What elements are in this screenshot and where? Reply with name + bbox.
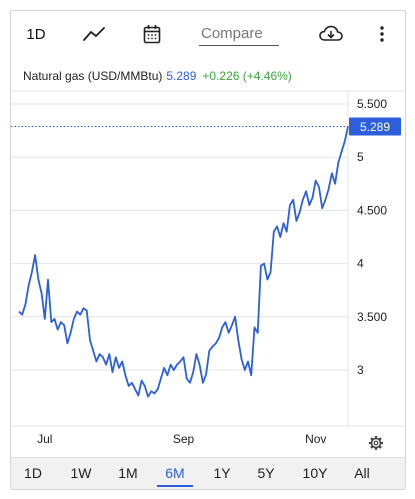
date-range-button[interactable] <box>141 23 163 45</box>
range-tab-5y[interactable]: 5Y <box>257 465 275 481</box>
range-tab-1y[interactable]: 1Y <box>213 465 231 481</box>
current-price-tag <box>349 117 401 136</box>
price-series-line[interactable] <box>18 126 349 398</box>
range-tab-10y[interactable]: 10Y <box>302 465 328 481</box>
more-vertical-icon <box>380 26 384 42</box>
calendar-icon <box>143 25 161 44</box>
y-tick-label: 4.500 <box>357 203 387 217</box>
range-tab-1m[interactable]: 1M <box>118 465 138 481</box>
interval-button[interactable]: 1D <box>26 25 46 43</box>
download-cloud-icon <box>319 25 343 41</box>
gear-icon[interactable] <box>369 436 383 450</box>
chart-legend: Natural gas (USD/MMBtu) 5.289 +0.226 (+4.4… <box>23 69 292 83</box>
download-button[interactable] <box>319 23 343 45</box>
active-tab-indicator <box>157 485 193 487</box>
price-chart[interactable]: 5.500 5 4.500 4 3.500 3 Jul Sep Nov 5.289 <box>11 11 405 489</box>
x-tick-label: Sep <box>173 432 195 446</box>
more-options-button[interactable] <box>376 23 388 45</box>
compare-input[interactable]: Compare <box>199 22 279 46</box>
x-tick-label: Nov <box>305 432 326 446</box>
y-tick-label: 5.500 <box>357 97 387 111</box>
range-tab-1d[interactable]: 1D <box>24 465 42 481</box>
legend-symbol: Natural gas (USD/MMBtu) <box>23 69 163 83</box>
range-tab-1w[interactable]: 1W <box>70 465 92 481</box>
range-tab-bar: 1D 1W 1M 6M 1Y 5Y 10Y All <box>11 457 405 489</box>
current-price-label: 5.289 <box>360 120 390 134</box>
line-chart-icon <box>83 27 105 41</box>
y-tick-label: 3.500 <box>357 310 387 324</box>
x-tick-label: Jul <box>37 432 52 446</box>
chart-type-button[interactable] <box>81 23 107 45</box>
y-tick-label: 3 <box>357 363 364 377</box>
legend-price: 5.289 <box>166 69 197 83</box>
range-tab-6m[interactable]: 6M <box>165 465 185 481</box>
y-tick-label: 4 <box>357 257 364 271</box>
toolbar: 1D Compare <box>11 11 405 57</box>
y-tick-label: 5 <box>357 150 364 164</box>
legend-change: +0.226 (+4.46%) <box>202 69 292 83</box>
chart-widget: 1D Compare <box>10 10 406 490</box>
range-tab-all[interactable]: All <box>354 465 370 481</box>
